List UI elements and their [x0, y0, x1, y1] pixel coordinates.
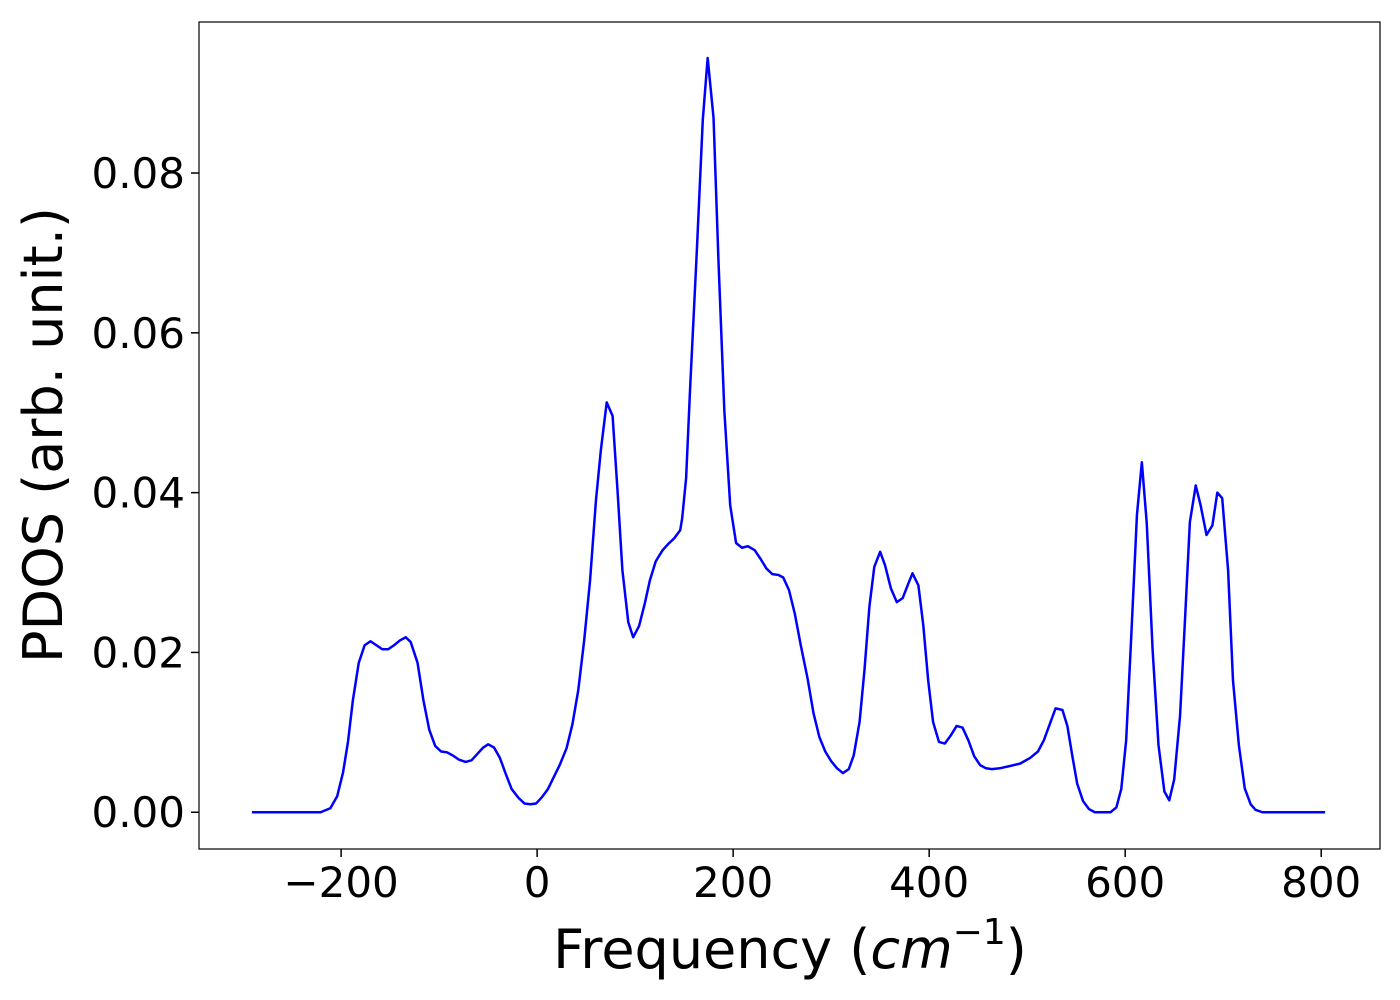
y-tick-label: 0.06 [91, 309, 185, 358]
x-tick-label: 800 [1281, 858, 1361, 907]
y-axis-label: PDOS (arb. unit.) [12, 207, 75, 663]
x-label-close: ) [1006, 918, 1027, 981]
x-label-exponent: −1 [953, 912, 1006, 953]
x-label-text: Frequency ( [553, 918, 870, 981]
data-line [251, 56, 1326, 814]
y-tick-label: 0.04 [91, 469, 185, 518]
plot-frame [198, 21, 1381, 850]
y-tick-label: 0.08 [91, 149, 185, 198]
x-tick-label: −200 [283, 858, 398, 907]
y-tick-label: 0.02 [91, 628, 185, 677]
x-label-unit: cm [870, 918, 952, 981]
x-axis-label: Frequency (cm−1) [553, 912, 1027, 981]
x-tick-label: 400 [889, 858, 969, 907]
x-tick-label: 600 [1085, 858, 1165, 907]
x-tick-label: 200 [693, 858, 773, 907]
x-tick-label: 0 [524, 858, 551, 907]
y-tick-label: 0.00 [91, 788, 185, 837]
